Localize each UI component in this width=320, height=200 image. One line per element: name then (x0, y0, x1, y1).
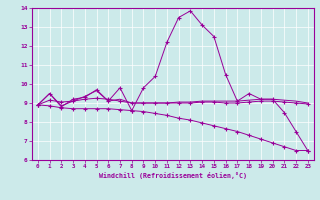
X-axis label: Windchill (Refroidissement éolien,°C): Windchill (Refroidissement éolien,°C) (99, 172, 247, 179)
